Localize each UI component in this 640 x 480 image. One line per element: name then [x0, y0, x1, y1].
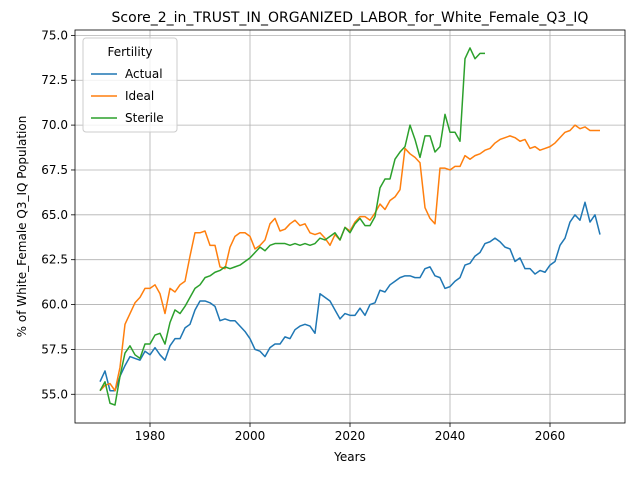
x-tick-label: 2000 — [235, 429, 266, 443]
legend-title: Fertility — [107, 45, 152, 59]
y-tick-label: 62.5 — [41, 253, 68, 267]
y-tick-label: 65.0 — [41, 208, 68, 222]
x-axis-ticks: 1980 2000 2020 2040 2060 — [135, 423, 566, 443]
y-tick-label: 55.0 — [41, 387, 68, 401]
x-tick-label: 2020 — [335, 429, 366, 443]
y-tick-label: 57.5 — [41, 342, 68, 356]
y-tick-label: 72.5 — [41, 73, 68, 87]
y-tick-label: 60.0 — [41, 298, 68, 312]
x-tick-label: 1980 — [135, 429, 166, 443]
legend-label-sterile: Sterile — [125, 111, 164, 125]
legend-label-ideal: Ideal — [125, 89, 154, 103]
chart-title: Score_2_in_TRUST_IN_ORGANIZED_LABOR_for_… — [112, 10, 589, 26]
y-tick-label: 67.5 — [41, 163, 68, 177]
y-axis-ticks: 55.0 57.5 60.0 62.5 65.0 67.5 70.0 72.5 75.0 — [41, 28, 75, 401]
y-tick-label: 75.0 — [41, 28, 68, 42]
y-axis-label: % of White_Female Q3_IQ Population — [15, 116, 29, 338]
legend-label-actual: Actual — [125, 67, 163, 81]
x-tick-label: 2040 — [435, 429, 466, 443]
legend: Fertility Actual Ideal Sterile — [83, 38, 177, 132]
x-tick-label: 2060 — [535, 429, 566, 443]
x-axis-label: Years — [333, 450, 366, 464]
y-tick-label: 70.0 — [41, 118, 68, 132]
